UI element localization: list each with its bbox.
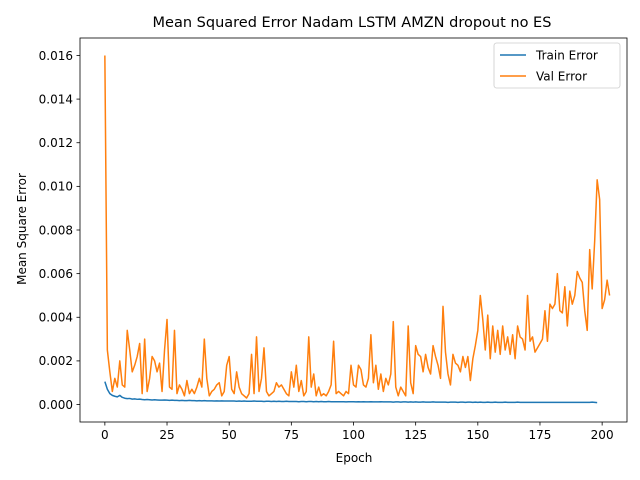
x-tick-label: 150 — [466, 428, 489, 442]
y-axis: 0.000 0.002 0.004 0.006 0.008 0.010 0.012 0.014… — [39, 49, 80, 412]
series-line-val-error — [104, 55, 611, 399]
y-tick-label: 0.004 — [39, 311, 73, 325]
chart-title: Mean Squared Error Nadam LSTM AMZN dropo… — [153, 15, 552, 31]
legend: Train Error Val Error — [493, 42, 621, 89]
x-tick-label: 125 — [404, 428, 427, 442]
series-line-train-error — [104, 381, 598, 404]
y-tick-label: 0.012 — [39, 136, 73, 150]
y-tick-label: 0.006 — [39, 267, 73, 281]
y-tick-label: 0.016 — [39, 49, 73, 63]
y-tick-label: 0.008 — [39, 223, 73, 237]
x-tick-label: 100 — [342, 428, 365, 442]
series-layer — [104, 55, 611, 404]
x-tick-label: 0 — [101, 428, 109, 442]
legend-label: Train Error — [535, 48, 598, 62]
y-axis-label: Mean Square Error — [15, 173, 29, 285]
y-tick-label: 0.000 — [39, 398, 73, 412]
y-tick-label: 0.002 — [39, 354, 73, 368]
plot-frame — [79, 37, 628, 423]
x-tick-label: 25 — [159, 428, 174, 442]
x-axis-label: Epoch — [336, 451, 373, 465]
y-tick-label: 0.010 — [39, 180, 73, 194]
x-tick-label: 75 — [284, 428, 299, 442]
x-tick-label: 175 — [529, 428, 552, 442]
legend-label: Val Error — [536, 69, 587, 83]
x-tick-label: 200 — [591, 428, 614, 442]
y-tick-label: 0.014 — [39, 92, 73, 106]
x-axis: 0 25 50 75 100 125 150 175 200 — [101, 422, 614, 442]
x-tick-label: 50 — [222, 428, 237, 442]
